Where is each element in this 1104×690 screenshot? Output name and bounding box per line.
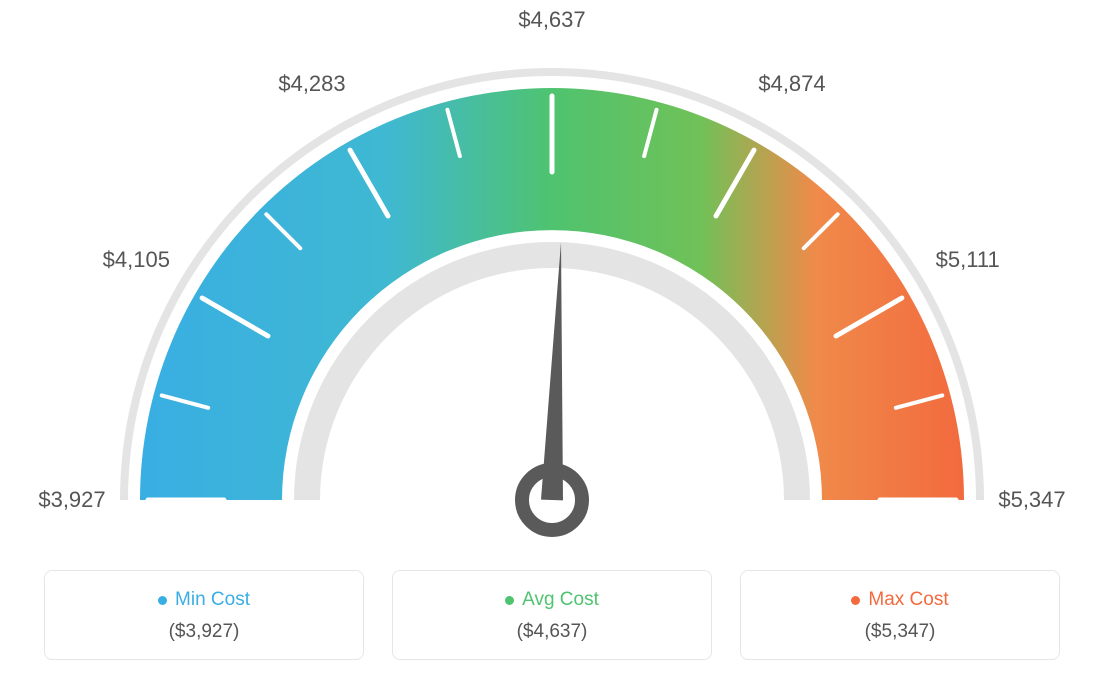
gauge-svg [0, 0, 1104, 560]
legend-card-min: Min Cost ($3,927) [44, 570, 364, 660]
legend-title-min: Min Cost [158, 589, 250, 611]
legend-value-max: ($5,347) [751, 621, 1049, 643]
legend-title-max: Max Cost [851, 589, 948, 611]
legend-value-avg: ($4,637) [403, 621, 701, 643]
gauge-tick-label: $3,927 [38, 487, 105, 513]
legend-title-min-text: Min Cost [175, 589, 250, 611]
legend-title-avg-text: Avg Cost [522, 589, 599, 611]
legend-title-max-text: Max Cost [868, 589, 948, 611]
legend-card-avg: Avg Cost ($4,637) [392, 570, 712, 660]
legend-row: Min Cost ($3,927) Avg Cost ($4,637) Max … [0, 570, 1104, 660]
gauge-tick-label: $4,637 [518, 7, 585, 33]
gauge-tick-label: $4,283 [278, 71, 345, 97]
legend-dot-avg [505, 596, 514, 605]
gauge-tick-label: $5,111 [936, 247, 1000, 273]
legend-title-avg: Avg Cost [505, 589, 599, 611]
legend-value-min: ($3,927) [55, 621, 353, 643]
gauge-chart: $3,927 $4,105 $4,283 $4,637 $4,874 $5,111 $5,3… [0, 0, 1104, 560]
gauge-tick-label: $5,347 [998, 487, 1065, 513]
legend-dot-min [158, 596, 167, 605]
gauge-tick-label: $4,105 [103, 247, 170, 273]
legend-card-max: Max Cost ($5,347) [740, 570, 1060, 660]
gauge-tick-label: $4,874 [758, 71, 825, 97]
legend-dot-max [851, 596, 860, 605]
